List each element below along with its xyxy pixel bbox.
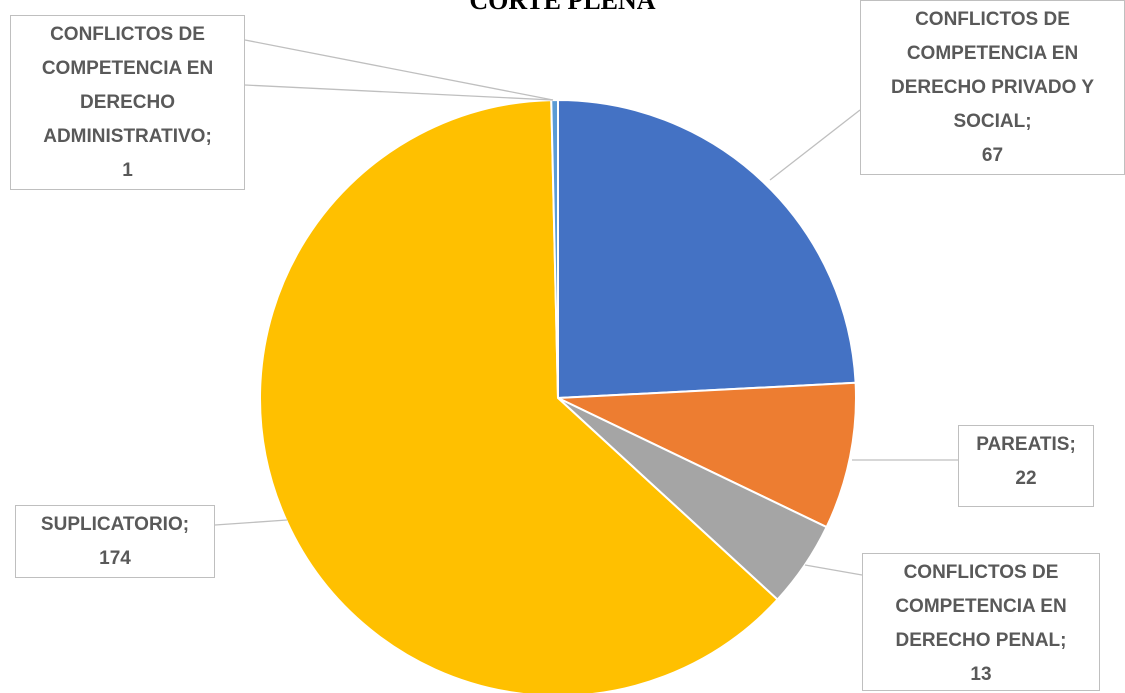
pie-slice bbox=[557, 381, 857, 529]
pie-slice bbox=[557, 98, 857, 400]
label-separator: ; bbox=[205, 126, 212, 147]
leader-line bbox=[804, 564, 863, 576]
label-value: 13 bbox=[970, 664, 992, 685]
label-separator: ; bbox=[182, 514, 190, 535]
leader-line bbox=[244, 39, 554, 101]
label-separator: ; bbox=[1069, 434, 1076, 455]
label-category: CONFLICTOS DE COMPETENCIA EN DERECHO PRI… bbox=[890, 9, 1095, 132]
data-label: PAREATIS; 22 bbox=[958, 425, 1094, 507]
data-label: SUPLICATORIO; 174 bbox=[15, 505, 215, 578]
leader-line bbox=[244, 84, 554, 101]
pie bbox=[259, 98, 857, 693]
label-separator: ; bbox=[1060, 630, 1067, 651]
leader-line bbox=[769, 109, 861, 181]
label-separator: ; bbox=[1025, 111, 1032, 132]
label-category: SUPLICATORIO bbox=[40, 514, 183, 535]
data-label: CONFLICTOS DE COMPETENCIA EN DERECHO ADM… bbox=[10, 15, 245, 190]
data-label: CONFLICTOS DE COMPETENCIA EN DERECHO PEN… bbox=[862, 553, 1100, 691]
label-category: CONFLICTOS DE COMPETENCIA EN DERECHO PEN… bbox=[895, 562, 1067, 651]
label-category: CONFLICTOS DE COMPETENCIA EN DERECHO ADM… bbox=[41, 24, 214, 147]
label-value: 22 bbox=[1015, 468, 1037, 489]
chart-title: CORTE PLENA bbox=[469, 0, 656, 15]
label-value: 174 bbox=[99, 548, 131, 569]
leader-line bbox=[214, 519, 288, 526]
label-category: PAREATIS bbox=[976, 434, 1070, 455]
label-value: 1 bbox=[122, 160, 133, 181]
label-value: 67 bbox=[981, 145, 1004, 166]
pie-slice bbox=[259, 99, 779, 693]
leader-lines bbox=[214, 39, 958, 576]
data-label: CONFLICTOS DE COMPETENCIA EN DERECHO PRI… bbox=[860, 0, 1125, 175]
